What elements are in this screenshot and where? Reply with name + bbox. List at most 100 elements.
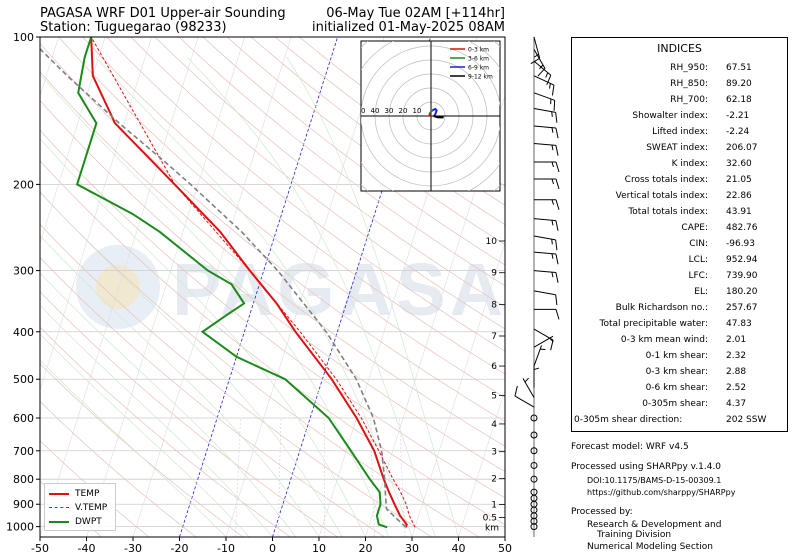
- index-value: -2.24: [726, 127, 750, 137]
- dry-adiabat: [40, 257, 385, 537]
- km-tick-label: 1: [491, 500, 497, 510]
- y-tick-label: 900: [13, 498, 34, 511]
- processed-using: Processed using SHARPpy v.1.4.0: [571, 462, 722, 472]
- isotherm-line: [179, 37, 338, 537]
- x-tick-label: -10: [217, 542, 235, 555]
- index-label: CIN:: [689, 239, 708, 249]
- index-label: 0-305m shear:: [642, 399, 708, 409]
- wind-barb: [534, 199, 560, 210]
- index-label: LFC:: [688, 271, 708, 281]
- moist-adiabat: [187, 57, 436, 537]
- km-tick-label: 3: [491, 448, 497, 458]
- x-tick-label: -20: [171, 542, 189, 555]
- hodograph-ring-label: 50: [357, 107, 366, 115]
- y-tick-label: 500: [13, 373, 34, 386]
- km-unit-label: km: [485, 524, 499, 534]
- watermark-logo-sun: [96, 265, 140, 309]
- index-label: 0-3 km mean wind:: [620, 335, 708, 345]
- wind-barb: [533, 235, 558, 251]
- hodograph-ring-label: 30: [385, 107, 394, 115]
- index-value: 62.18: [726, 95, 752, 105]
- moist-adiabat: [95, 57, 413, 537]
- moist-adiabat: [40, 191, 343, 537]
- index-label: EL:: [694, 287, 708, 297]
- index-label: K index:: [671, 159, 708, 169]
- isotherm-line: [40, 37, 59, 97]
- y-tick-label: 600: [13, 412, 34, 425]
- km-tick-label: 5: [491, 392, 497, 402]
- wind-barb-calm: [530, 523, 538, 531]
- index-value: 4.37: [726, 399, 747, 409]
- wind-barb: [534, 161, 560, 173]
- series-parcel-line: [40, 47, 407, 528]
- x-tick-label: 40: [452, 542, 466, 555]
- km-tick-label: 10: [486, 237, 498, 247]
- sharppy-link[interactable]: https://github.com/sharppy/SHARPpy: [587, 488, 736, 497]
- isotherm-line: [40, 37, 199, 537]
- wind-barb: [534, 178, 560, 190]
- series-v-temp-line: [90, 37, 416, 528]
- legend-label-temp: TEMP: [75, 489, 100, 499]
- moist-adiabat: [40, 333, 250, 537]
- km-tick-label: 6: [491, 362, 497, 372]
- moist-adiabat: [40, 235, 320, 537]
- legend-item-vtemp: V.TEMP: [49, 502, 115, 514]
- hodograph-ring-label: 20: [399, 107, 408, 115]
- hodograph-legend-label: 9-12 km: [468, 74, 493, 81]
- wind-barb-calm: [530, 475, 538, 483]
- dry-adiabat: [40, 291, 338, 537]
- division-line-1: Research & Development and: [587, 520, 722, 530]
- wind-barb: [533, 108, 558, 123]
- dry-adiabat: [40, 42, 505, 422]
- wind-barb: [533, 92, 556, 111]
- hodograph-legend-label: 3-6 km: [468, 56, 489, 63]
- dry-adiabat: [40, 71, 505, 447]
- init-time: initialized 01-May-2025 08AM: [311, 20, 505, 35]
- index-label: 0-3 km shear:: [645, 367, 708, 377]
- valid-time: 06-May Tue 02AM [+114hr]: [326, 6, 505, 21]
- index-value: 89.20: [726, 79, 752, 89]
- moist-adiabat: [40, 359, 227, 537]
- dry-adiabat: [154, 37, 505, 308]
- legend-swatch-vtemp: [49, 507, 69, 508]
- index-label: 0-305m shear direction:: [574, 415, 683, 425]
- index-value: 2.52: [726, 383, 747, 393]
- wind-barb: [533, 345, 546, 367]
- hodograph-segment: [433, 115, 444, 119]
- legend-swatch-temp: [49, 493, 69, 495]
- isotherm-line: [86, 37, 245, 537]
- y-tick-label: 300: [13, 265, 34, 278]
- x-tick-label: 0: [269, 542, 276, 555]
- wind-barb: [533, 335, 554, 348]
- index-label: CAPE:: [681, 223, 708, 233]
- wind-barb: [533, 75, 555, 96]
- wind-barb: [533, 365, 540, 388]
- dry-adiabat: [40, 99, 505, 473]
- section-name: Numerical Modeling Section: [587, 542, 714, 552]
- index-label: Total totals index:: [628, 207, 708, 217]
- index-label: Lifted index:: [652, 127, 708, 137]
- index-value: 2.88: [726, 367, 747, 377]
- forecast-model: Forecast model: WRF v4.5: [571, 442, 689, 452]
- wind-barb: [533, 290, 558, 306]
- wind-barb-calm: [530, 488, 538, 496]
- x-tick-label: 30: [405, 542, 419, 555]
- y-tick-label: 1000: [6, 521, 34, 534]
- processed-by: Processed by:: [571, 507, 633, 517]
- wind-barb: [533, 251, 559, 265]
- dry-adiabat: [130, 37, 505, 330]
- km-tick-label: 8: [491, 301, 497, 311]
- doi-text: DOI:10.1175/BAMS-D-15-00309.1: [587, 476, 722, 485]
- wind-barb: [533, 218, 559, 231]
- wind-barb: [534, 308, 560, 320]
- isotherm-line: [40, 37, 106, 244]
- indices-panel: INDICES RH_950: 67.51 RH_850: 89.20 RH_700: 6…: [571, 37, 788, 432]
- wind-barb-calm: [530, 461, 538, 469]
- legend-label-vtemp: V.TEMP: [75, 503, 108, 513]
- dry-adiabat: [40, 129, 505, 499]
- y-tick-label: 800: [13, 473, 34, 486]
- index-value: 22.86: [726, 191, 752, 201]
- y-tick-label: 100: [13, 31, 34, 44]
- hodograph-ring-label: 40: [371, 107, 380, 115]
